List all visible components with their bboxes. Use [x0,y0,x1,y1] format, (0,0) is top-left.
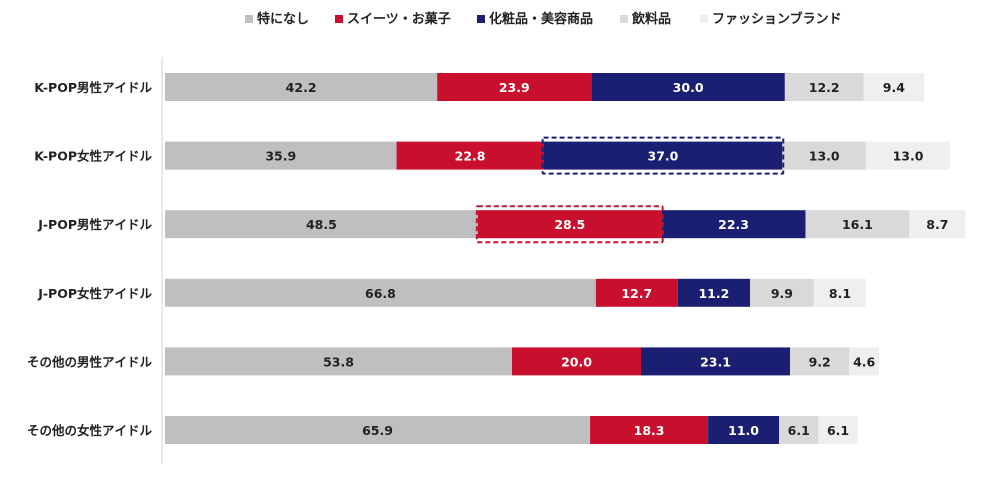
data-label: 9.4 [883,80,905,95]
legend-item: ファッションブランド [700,11,842,27]
bar-row: 66.8 12.7 11.2 9.9 8.1 [165,278,867,307]
legend-swatch [477,15,485,23]
bar-segment [512,347,642,376]
legend-label: ファッションブランド [712,11,842,27]
bar-segment [595,278,678,307]
data-label: 12.2 [809,80,840,95]
legend-item: 飲料品 [620,11,671,27]
data-label: 4.6 [853,354,875,369]
data-label: 18.3 [634,423,665,438]
data-label: 30.0 [673,80,704,95]
highlight-box [541,136,785,175]
bar-segment [477,210,662,239]
data-label: 8.1 [829,286,851,301]
data-label: 13.0 [809,149,840,164]
bar-segment [909,210,966,239]
data-label: 6.1 [788,423,810,438]
legend-label: スイーツ・お菓子 [347,11,451,27]
bar-segment [790,347,850,376]
bar-segment [677,278,751,307]
data-label: 9.2 [809,354,831,369]
chart-legend: 特になし スイーツ・お菓子 化粧品・美容商品 飲料品 ファッションブランド [245,11,842,27]
bar-segment [750,278,814,307]
category-label: J-POP男性アイドル [37,217,152,232]
highlight-box [475,205,664,244]
legend-label: 飲料品 [631,11,671,27]
bar-row: 65.9 18.3 11.0 6.1 6.1 [165,416,858,444]
data-label: 8.7 [926,217,948,232]
highlight-boxes [475,136,785,244]
category-label: J-POP女性アイドル [37,286,152,301]
bar-segment [543,141,783,170]
bar-segment [591,73,785,101]
data-label: 66.8 [365,286,396,301]
data-label: 23.1 [700,354,731,369]
data-label: 20.0 [561,354,592,369]
data-label: 11.0 [728,423,759,438]
data-label: 37.0 [648,149,679,164]
bar-segment [165,73,438,101]
category-label: K-POP女性アイドル [34,149,152,164]
bar-row: 42.2 23.9 30.0 12.2 9.4 [165,73,925,101]
data-label: 6.1 [827,423,849,438]
bar-segment [866,141,950,170]
data-label: 35.9 [265,149,296,164]
bar-segment [590,416,709,444]
legend-label: 特になし [257,11,309,27]
legend-swatch [700,15,708,23]
bars: 42.2 23.9 30.0 12.2 9.4 35.9 22.8 37.0 13.0 13.0 4… [165,73,966,444]
bar-segment [708,416,780,444]
data-label: 65.9 [362,423,393,438]
bar-segment [641,347,791,376]
bar-segment [165,416,591,444]
legend-item: スイーツ・お菓子 [335,11,451,27]
bar-segment [437,73,592,101]
bar-segment [805,210,910,239]
data-label: 48.5 [306,217,337,232]
data-label: 23.9 [499,80,530,95]
bar-row: 48.5 28.5 22.3 16.1 8.7 [165,210,966,239]
bar-segment [165,278,596,307]
data-label: 9.9 [771,286,793,301]
category-label: その他の男性アイドル [27,354,153,369]
data-label: 22.8 [455,149,486,164]
data-label: 53.8 [323,354,354,369]
bar-segment [396,141,544,170]
data-label: 42.2 [286,80,317,95]
bar-segment [779,416,819,444]
data-label: 22.3 [718,217,749,232]
bar-segment [661,210,806,239]
bar-row: 35.9 22.8 37.0 13.0 13.0 [165,141,950,170]
legend-swatch [245,15,253,23]
bar-segment [849,347,880,376]
data-label: 11.2 [698,286,729,301]
bar-segment [863,73,925,101]
data-label: 13.0 [893,149,924,164]
data-label: 12.7 [621,286,652,301]
data-label: 28.5 [554,217,585,232]
legend-swatch [335,15,343,23]
bar-row: 53.8 20.0 23.1 9.2 4.6 [165,347,880,376]
bar-segment [784,73,864,101]
category-label: K-POP男性アイドル [34,80,152,95]
bar-segment [818,416,858,444]
bar-segment [165,347,513,376]
data-label: 16.1 [842,217,873,232]
category-label: その他の女性アイドル [27,423,153,438]
bar-segment [165,210,478,239]
legend-item: 特になし [245,11,309,27]
bar-segment [782,141,867,170]
bar-segment [165,141,397,170]
category-labels: K-POP男性アイドル K-POP女性アイドル J-POP男性アイドル J-POP女性… [27,80,153,438]
legend-label: 化粧品・美容商品 [489,11,593,27]
legend-swatch [620,15,628,23]
legend-item: 化粧品・美容商品 [477,11,593,27]
bar-segment [813,278,867,307]
